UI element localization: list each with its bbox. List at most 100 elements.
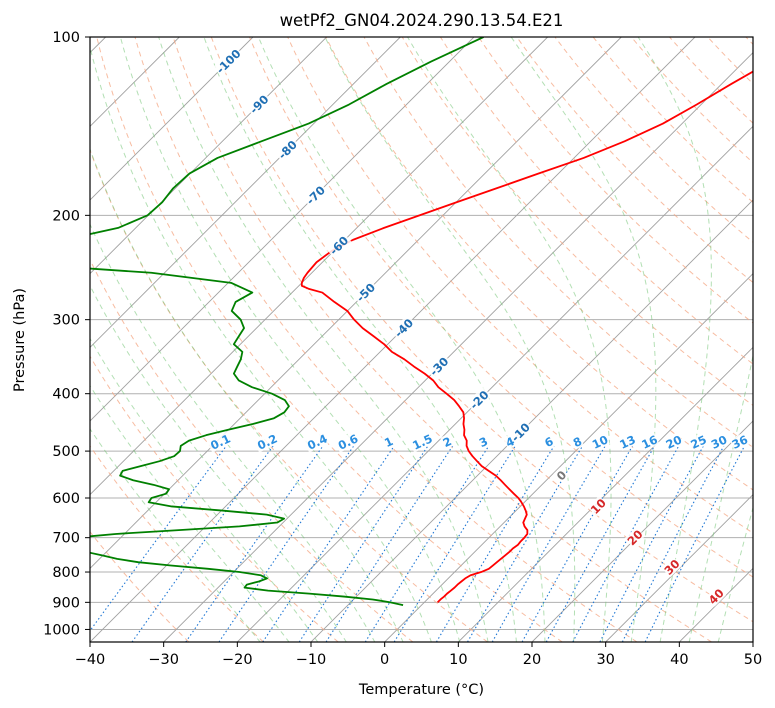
moist-adiabat-line [203, 37, 517, 642]
dry-adiabat-line [210, 37, 753, 623]
dry-adiabat-line [516, 37, 753, 284]
moist-adiabat-label-bg [553, 467, 569, 484]
isotherm-line [90, 37, 475, 422]
dry-adiabat-line [90, 258, 414, 642]
mixing-ratio-line [325, 445, 454, 642]
mixing-ratio-label: 10 [589, 432, 611, 452]
dry-adiabat-label-bg [352, 279, 379, 306]
mixing-ratio-line [262, 445, 395, 642]
mixing-ratio-label-bg [476, 433, 491, 450]
y-tick-label: 600 [52, 491, 80, 507]
dry-adiabat-label-bg [274, 136, 301, 163]
y-tick-label: 400 [52, 387, 80, 403]
mixing-ratio-label: 25 [688, 432, 709, 452]
mixing-ratio-label-bg [589, 432, 611, 452]
dry-adiabat-label-bg [325, 232, 352, 259]
chart-title: wetPf2_GN04.2024.290.13.54.E21 [280, 11, 564, 31]
mixing-ratio-label-bg [663, 432, 684, 452]
moist-adiabat-line [324, 37, 576, 642]
mixing-ratio-line [393, 445, 516, 642]
dry-adiabat-line [90, 355, 339, 642]
mixing-ratio-label-text: 20 [664, 432, 684, 451]
mixing-ratio-line [364, 445, 490, 642]
dewpoint-profile-line [90, 37, 484, 607]
moist-adiabat-line [510, 37, 657, 642]
x-tick-label: −10 [296, 652, 327, 668]
x-tick-label: 40 [670, 652, 688, 668]
mixing-ratio-label-bg [303, 430, 331, 453]
mixing-ratio-label-bg [617, 432, 638, 452]
x-tick-label: 0 [380, 652, 389, 668]
mixing-ratio-label-bg [688, 432, 709, 452]
y-axis-label: Pressure (hPa) [12, 288, 28, 392]
moist-adiabat-line [119, 37, 461, 642]
x-axis-label: Temperature (°C) [358, 682, 484, 698]
dry-adiabat-line [90, 531, 190, 642]
mixing-ratio-label-text: 25 [688, 432, 708, 451]
mixing-ratio-label-text: 10 [590, 432, 610, 451]
mixing-ratio-label-bg [639, 432, 660, 452]
x-tick-label: 10 [449, 652, 467, 668]
dry-adiabat-label-bg [245, 91, 272, 118]
y-tick-label: 700 [52, 531, 80, 547]
y-axis: 100 200 300 400 500 600 700 800 900 1000 [43, 30, 90, 638]
mixing-ratio-line [185, 445, 324, 642]
mixing-ratio-label-bg [334, 430, 362, 453]
isotherm-line [90, 37, 254, 201]
moist-adiabat-line [90, 223, 376, 642]
mixing-ratio-label: 20 [663, 432, 684, 452]
mixing-ratio-line [644, 445, 746, 642]
dry-adiabat-line [134, 37, 638, 642]
moist-adiabat-line [407, 37, 612, 642]
background-lines [90, 37, 753, 642]
mixing-ratio-label-bg [708, 432, 729, 452]
dry-adiabat-label-bg [425, 353, 452, 380]
y-tick-label: 100 [52, 30, 80, 46]
mixing-ratio-line [621, 445, 725, 642]
mixing-ratio-label-bg [206, 430, 234, 453]
moist-adiabat-line [90, 427, 261, 642]
temperature-profile-line [300, 70, 753, 603]
profiles [90, 37, 753, 607]
dry-adiabat-line [90, 445, 264, 642]
isotherm-line [458, 346, 753, 642]
mixing-ratio-label-text: 30 [709, 432, 729, 451]
dry-adiabat-line [439, 37, 753, 365]
moist-adiabat-line [637, 37, 712, 642]
mixing-ratio-line [435, 445, 555, 642]
dry-adiabat-label-bg [212, 45, 244, 77]
moist-adiabat-label-bg [661, 556, 683, 578]
mixing-ratio-label-bg [440, 433, 454, 450]
isotherm-line [90, 37, 327, 275]
mixing-ratio-label: 30 [708, 432, 729, 452]
mixing-ratio-label-text: 13 [617, 432, 637, 451]
mixing-ratio-label-bg [729, 432, 750, 452]
moist-adiabat-label-bg [624, 526, 646, 548]
y-tick-label: 300 [52, 313, 80, 329]
mixing-ratio-label-bg [253, 430, 281, 453]
y-tick-label: 800 [52, 565, 80, 581]
x-tick-label: −40 [75, 652, 106, 668]
isotherm-line [163, 52, 753, 642]
dry-adiabat-line [249, 37, 753, 578]
mixing-ratio-label-text: 36 [730, 432, 750, 451]
mixing-ratio-label: 16 [639, 432, 660, 452]
mixing-ratio-label: 13 [617, 432, 638, 452]
moist-adiabat-label-bg [705, 585, 727, 607]
moist-adiabat-line [90, 337, 319, 642]
dry-adiabat-label-bg [390, 314, 417, 341]
mixing-ratio-line [521, 445, 633, 642]
mixing-ratio-label: 36 [729, 432, 750, 452]
x-tick-label: −20 [222, 652, 253, 668]
mixing-ratio-label-bg [408, 430, 436, 453]
y-tick-label: 1000 [43, 622, 80, 638]
dry-adiabat-label: -20 [466, 386, 492, 413]
isotherm-line [605, 494, 753, 642]
moist-adiabat-label-bg [587, 495, 609, 517]
mixing-ratio-label-bg [570, 433, 585, 450]
dry-adiabat-line [172, 37, 712, 642]
mixing-ratio-line [218, 445, 355, 642]
x-tick-label: 50 [744, 652, 762, 668]
dry-adiabat-label-bg [466, 386, 492, 413]
